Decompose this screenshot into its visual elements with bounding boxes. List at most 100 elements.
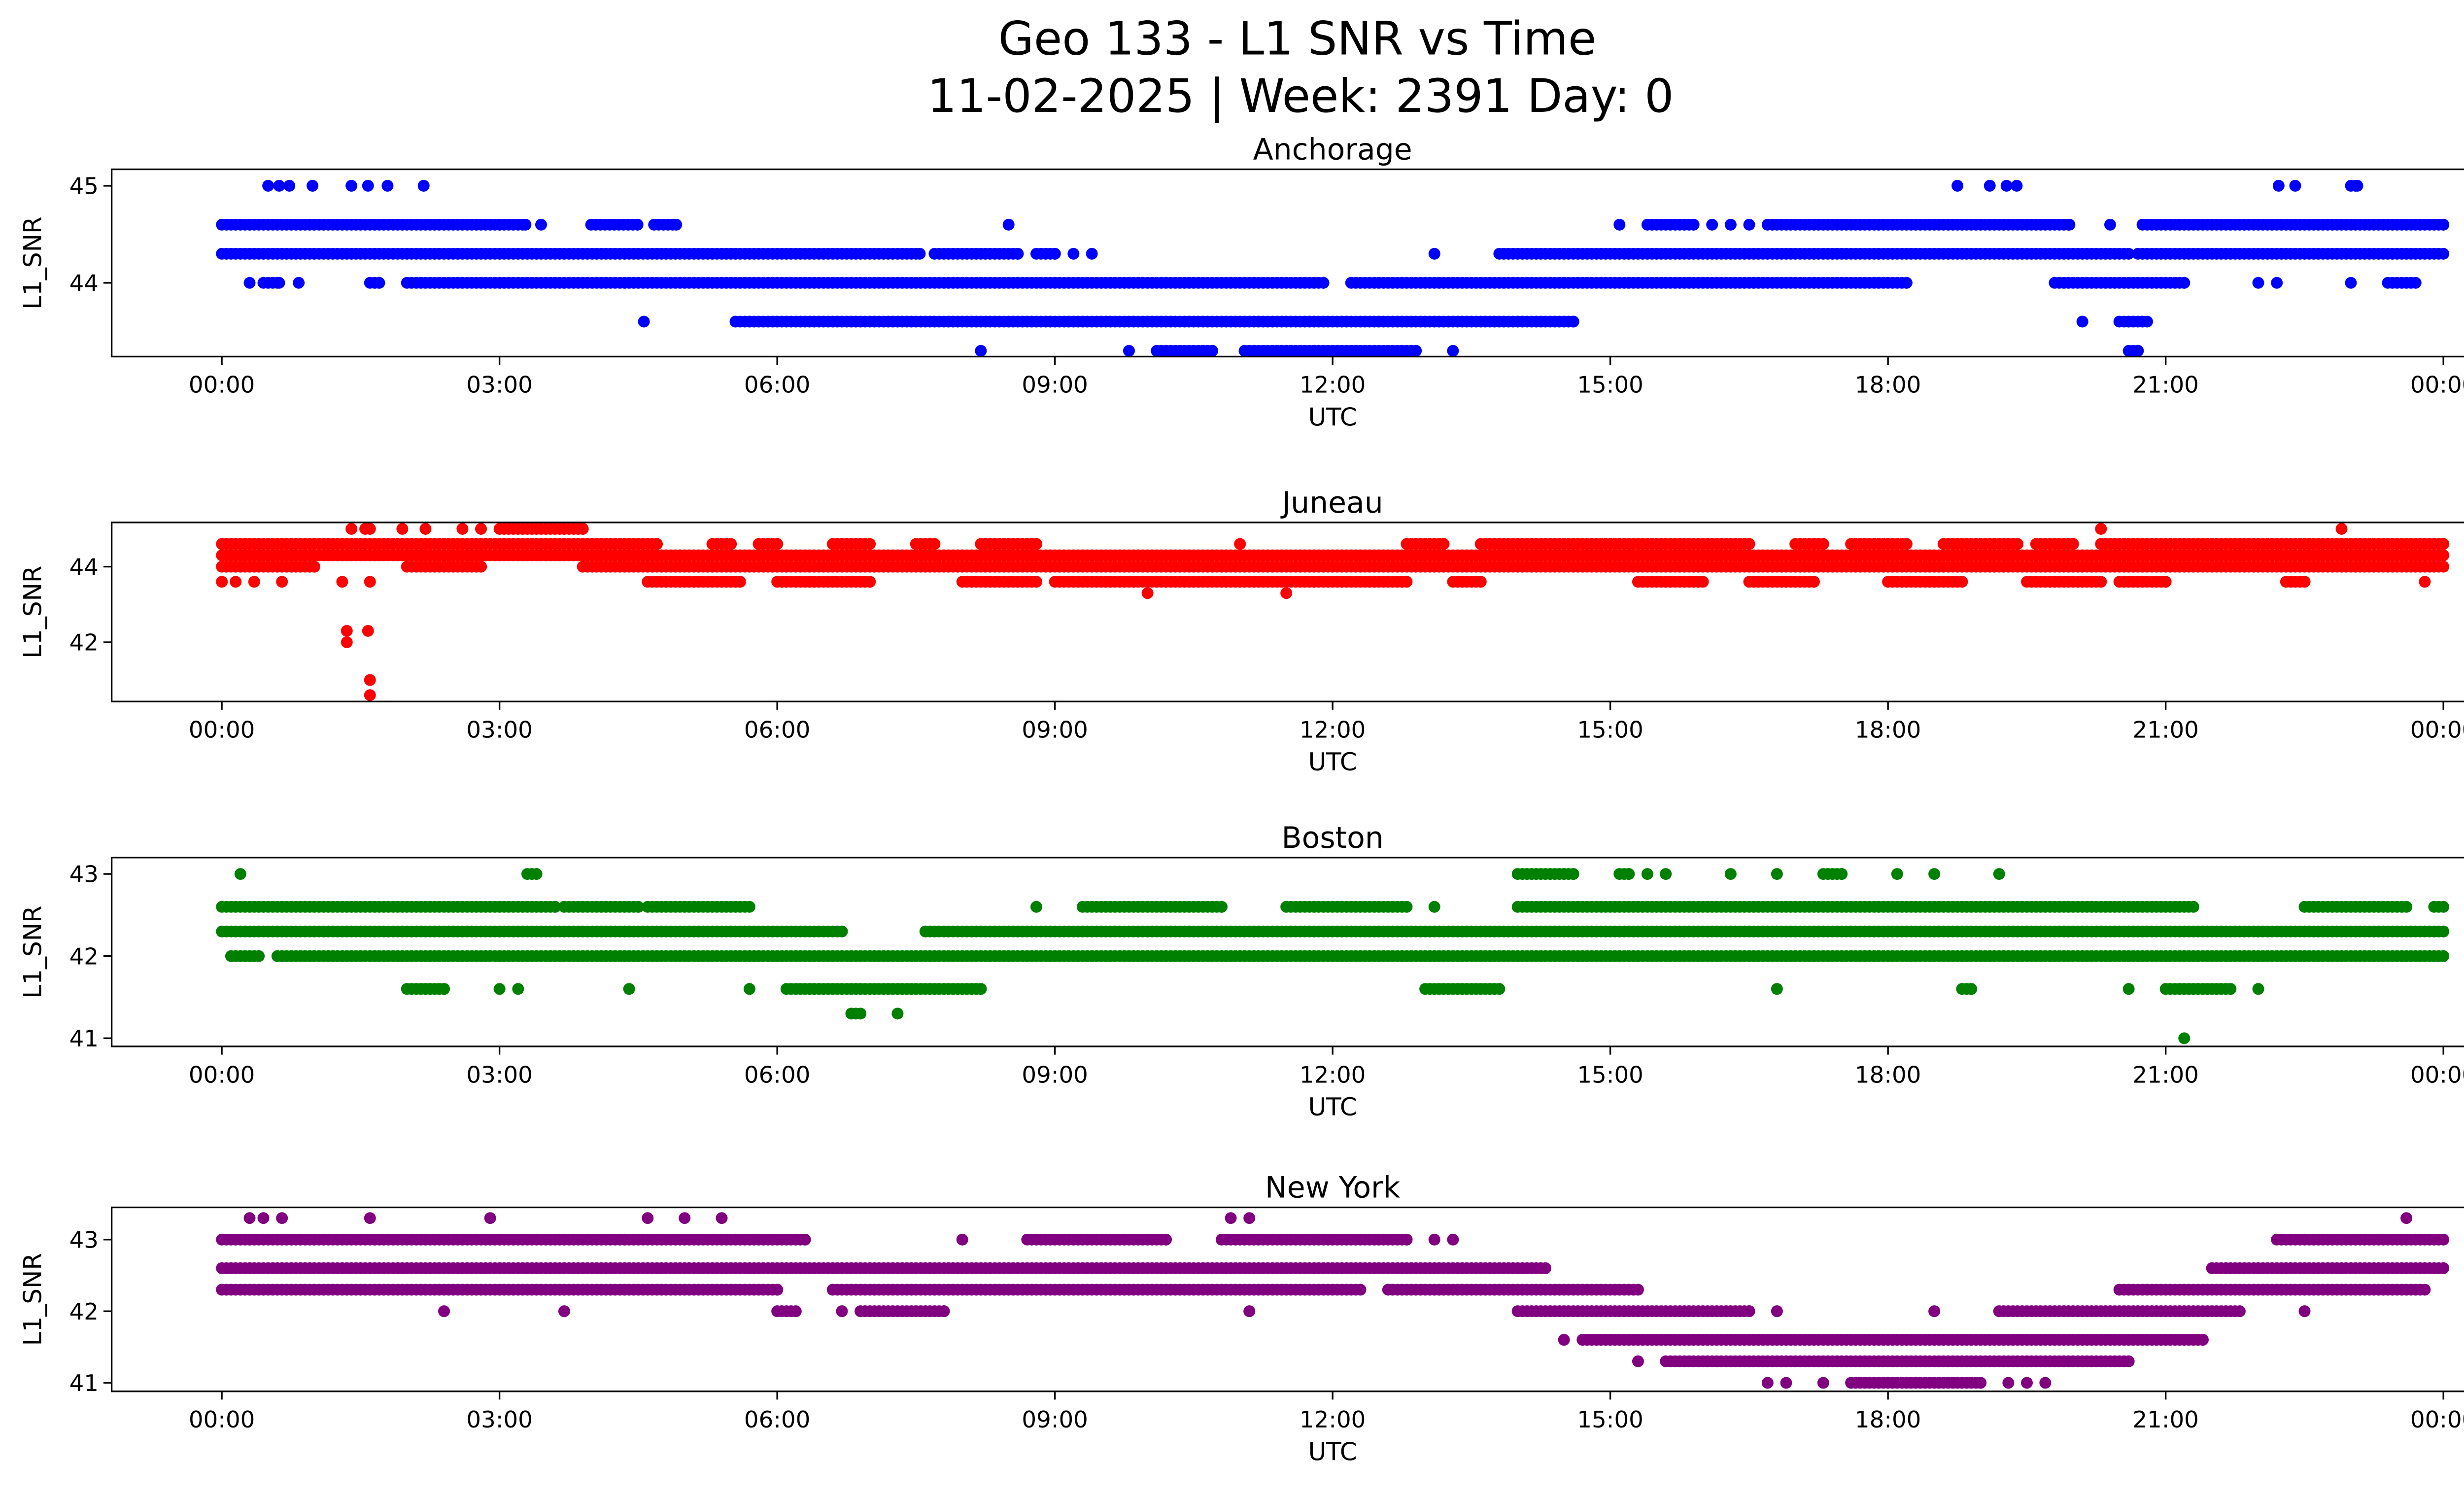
x-tick-label: 00:00 xyxy=(2410,1062,2464,1088)
data-point xyxy=(1660,868,1672,880)
data-point xyxy=(512,983,524,995)
data-point xyxy=(2224,983,2237,995)
data-point xyxy=(243,277,256,289)
data-point xyxy=(679,1212,691,1224)
data-point xyxy=(373,277,385,289)
data-point xyxy=(975,983,987,995)
data-point xyxy=(638,315,650,328)
data-point xyxy=(1141,587,1154,599)
data-point xyxy=(230,576,242,588)
subplot-title: Anchorage xyxy=(1253,133,1412,167)
data-point xyxy=(364,1212,376,1224)
data-point xyxy=(1743,538,1755,550)
data-point xyxy=(364,689,376,701)
data-point xyxy=(2095,522,2107,535)
subplot-title: Boston xyxy=(1281,821,1383,855)
data-points xyxy=(216,1212,2450,1389)
data-point xyxy=(650,538,663,550)
x-tick-label: 18:00 xyxy=(1855,1062,1921,1088)
data-point xyxy=(2351,179,2363,192)
x-tick-label: 00:00 xyxy=(2410,717,2464,744)
data-point xyxy=(1540,1262,1551,1274)
data-points xyxy=(216,522,2450,701)
x-tick-label: 06:00 xyxy=(744,717,810,744)
x-tick-label: 15:00 xyxy=(1577,1062,1643,1088)
data-point xyxy=(2400,1212,2413,1224)
data-point xyxy=(381,179,394,192)
data-point xyxy=(341,625,353,637)
data-point xyxy=(253,950,265,962)
data-point xyxy=(864,576,876,588)
axes-frame xyxy=(110,168,2464,358)
data-point xyxy=(2437,1262,2450,1274)
y-tick-label: 45 xyxy=(69,174,99,200)
data-point xyxy=(1706,218,1718,231)
data-point xyxy=(2252,277,2264,289)
data-point xyxy=(928,538,941,550)
data-point xyxy=(1428,901,1440,913)
data-point xyxy=(2289,179,2301,192)
data-point xyxy=(493,983,506,995)
data-point xyxy=(1067,247,1080,260)
data-point xyxy=(1215,901,1228,913)
data-point xyxy=(1567,868,1579,880)
x-tick-label: 21:00 xyxy=(2132,372,2198,399)
y-tick-label: 41 xyxy=(69,1026,99,1052)
data-point xyxy=(456,522,469,535)
data-point xyxy=(2437,247,2450,260)
data-point xyxy=(1243,1212,1256,1224)
data-point xyxy=(743,901,755,913)
data-point xyxy=(2437,560,2450,573)
data-point xyxy=(1012,247,1024,260)
data-point xyxy=(262,179,274,192)
data-point xyxy=(1225,1212,1237,1224)
data-point xyxy=(2409,277,2422,289)
data-point xyxy=(631,218,644,231)
data-point xyxy=(2345,277,2357,289)
data-point xyxy=(1771,983,1783,995)
figure-title-line2: 11-02-2025 | Week: 2391 Day: 0 xyxy=(927,70,1674,123)
data-point xyxy=(362,179,374,192)
data-point xyxy=(438,983,450,995)
data-point xyxy=(475,522,487,535)
data-point xyxy=(293,277,305,289)
data-point xyxy=(1474,576,1487,588)
data-point xyxy=(975,345,987,357)
y-axis-label: L1_SNR xyxy=(18,565,47,658)
data-point xyxy=(2272,179,2285,192)
data-point xyxy=(364,522,376,535)
x-tick-label: 00:00 xyxy=(2410,372,2464,399)
data-point xyxy=(1030,538,1042,550)
data-point xyxy=(1993,868,2005,880)
x-tick-label: 18:00 xyxy=(1855,372,1921,399)
x-axis-label: UTC xyxy=(1308,403,1357,431)
data-point xyxy=(2271,277,2283,289)
data-point xyxy=(2187,901,2199,913)
x-tick-label: 06:00 xyxy=(744,372,810,399)
data-point xyxy=(1623,868,1635,880)
x-tick-label: 21:00 xyxy=(2132,717,2198,744)
data-point xyxy=(1891,868,1903,880)
data-point xyxy=(1956,576,1968,588)
x-tick-label: 00:00 xyxy=(189,717,255,744)
y-tick-label: 44 xyxy=(69,554,99,581)
data-point xyxy=(257,1212,270,1224)
data-point xyxy=(234,868,246,880)
data-point xyxy=(1206,345,1218,357)
data-point xyxy=(771,538,784,550)
data-point xyxy=(1743,218,1755,231)
data-point xyxy=(1401,901,1413,913)
data-point xyxy=(1965,983,1978,995)
x-tick-label: 21:00 xyxy=(2132,1062,2198,1088)
data-point xyxy=(1280,587,1293,599)
data-point xyxy=(836,925,848,938)
data-point xyxy=(623,983,635,995)
data-point xyxy=(345,522,358,535)
data-point xyxy=(642,1212,654,1224)
subplot-title: New York xyxy=(1265,1171,1401,1205)
data-point xyxy=(2437,901,2450,913)
data-point xyxy=(276,576,288,588)
data-point xyxy=(2437,549,2450,561)
data-point xyxy=(417,179,430,192)
